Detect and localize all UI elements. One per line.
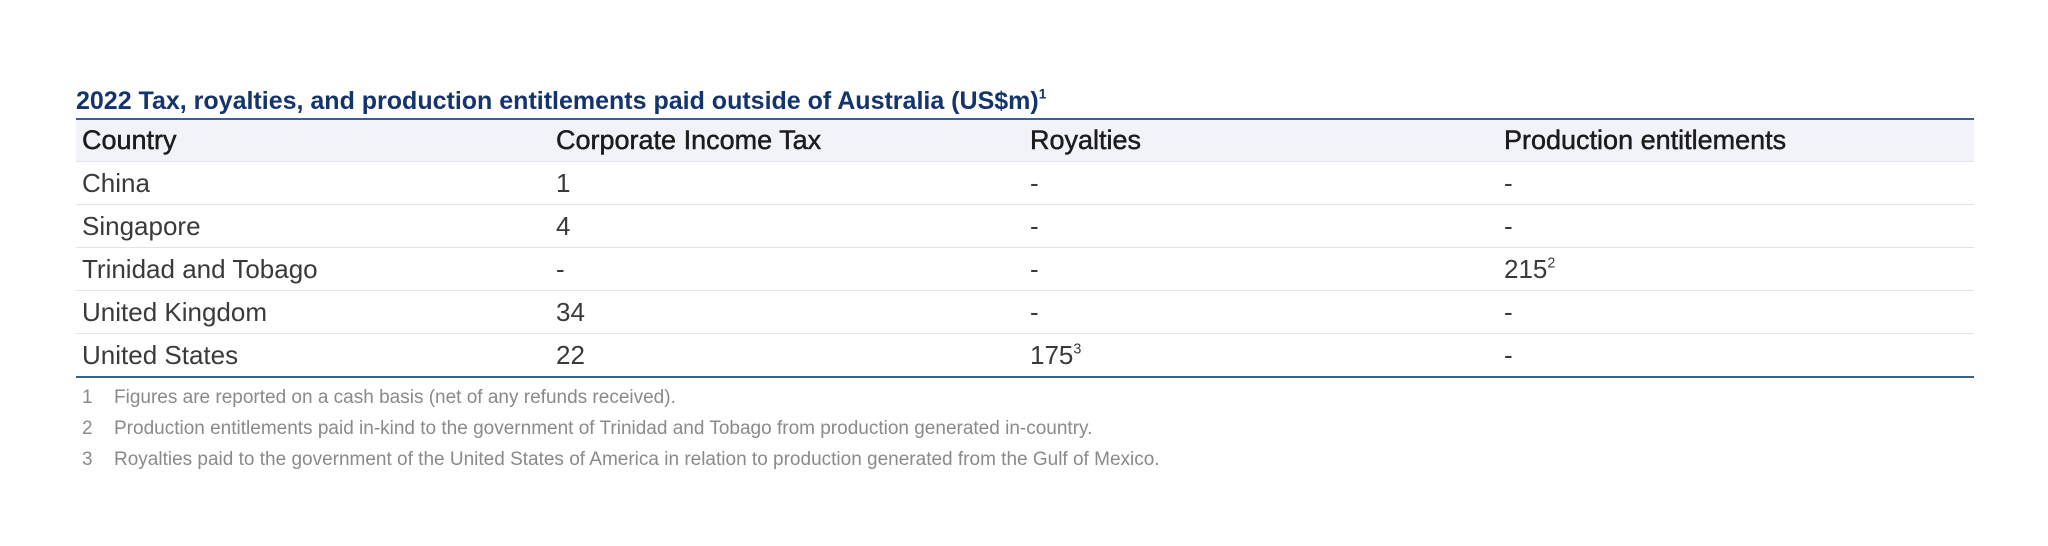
cell-production-entitlements-footnote-ref: 2	[1547, 254, 1556, 271]
cell-production-entitlements: -	[1498, 204, 1974, 248]
cell-production-entitlements-value: 215	[1504, 253, 1548, 284]
header-country: Country	[76, 119, 550, 162]
footnote-number: 3	[82, 449, 93, 470]
cell-production-entitlements: 2152	[1498, 247, 1974, 291]
cell-corporate-income-tax: -	[550, 247, 1024, 291]
table-row: Trinidad and Tobago - - 2152	[76, 247, 1974, 291]
table-row: United Kingdom 34 - -	[76, 290, 1974, 334]
cell-production-entitlements: -	[1498, 334, 1974, 378]
cell-country: Trinidad and Tobago	[76, 247, 550, 291]
header-production-entitlements: Production entitlements	[1498, 119, 1974, 162]
cell-corporate-income-tax: 22	[556, 339, 585, 370]
cell-production-entitlements-value: -	[1504, 296, 1513, 327]
cell-royalties-value: -	[1030, 167, 1039, 198]
footnote-number: 2	[82, 418, 93, 439]
cell-country: United States	[82, 339, 239, 370]
cell-country: United Kingdom	[76, 290, 550, 334]
footnote-text: Production entitlements paid in-kind to …	[114, 418, 1093, 439]
cell-production-entitlements: -	[1498, 290, 1974, 334]
table-title: 2022 Tax, royalties, and production enti…	[76, 84, 1974, 118]
table-row: Singapore 4 - -	[76, 204, 1974, 248]
cell-royalties: 1753	[1024, 334, 1498, 378]
footnotes: 1 Figures are reported on a cash basis (n…	[76, 382, 1974, 475]
cell-country: China	[76, 161, 550, 205]
footnote: 2 Production entitlements paid in-kind to…	[76, 413, 1974, 444]
cell-royalties: -	[1024, 161, 1498, 205]
cell-royalties-value: -	[1030, 210, 1039, 241]
table-title-text: 2022 Tax, royalties, and production enti…	[76, 87, 1039, 115]
tax-table: Country Corporate Income Tax Royalties P…	[76, 118, 1974, 378]
cell-royalties-value: -	[1030, 253, 1039, 284]
cell-royalties-footnote-ref: 3	[1073, 340, 1082, 357]
cell-corporate-income-tax: 4	[550, 204, 1024, 248]
cell-corporate-income-tax: 1	[550, 161, 1024, 205]
header-royalties: Royalties	[1024, 119, 1498, 162]
footnote-text: Royalties paid to the government of the …	[114, 449, 1160, 470]
footnote-text: Figures are reported on a cash basis (ne…	[114, 387, 676, 408]
table-header-row: Country Corporate Income Tax Royalties P…	[76, 119, 1974, 162]
title-footnote-ref: 1	[1038, 86, 1047, 102]
cell-production-entitlements: -	[1498, 161, 1974, 205]
cell-royalties: -	[1024, 247, 1498, 291]
cell-corporate-income-tax: 34	[550, 290, 1024, 334]
cell-royalties-value: 175	[1030, 339, 1074, 370]
cell-country: Singapore	[76, 204, 550, 248]
footnote-number: 1	[82, 387, 93, 408]
header-corporate-income-tax: Corporate Income Tax	[550, 119, 1024, 162]
cell-production-entitlements-value: -	[1504, 167, 1513, 198]
cell-royalties: -	[1024, 204, 1498, 248]
cell-royalties-value: -	[1030, 296, 1039, 327]
cell-production-entitlements-value: -	[1504, 210, 1513, 241]
cell-royalties: -	[1024, 290, 1498, 334]
footnote: 3 Royalties paid to the government of the…	[76, 444, 1974, 475]
table-row: United States 22 1753 -	[76, 334, 1974, 378]
table-row: China 1 - -	[76, 161, 1974, 205]
tax-table-section: 2022 Tax, royalties, and production enti…	[76, 84, 1974, 475]
footnote: 1 Figures are reported on a cash basis (n…	[76, 382, 1974, 413]
cell-production-entitlements-value: -	[1504, 339, 1513, 370]
